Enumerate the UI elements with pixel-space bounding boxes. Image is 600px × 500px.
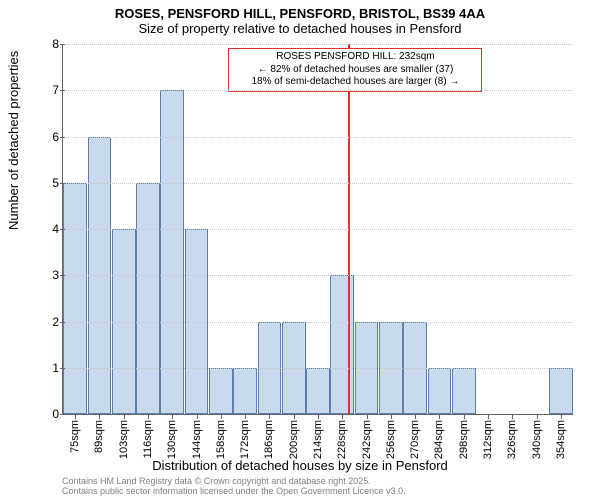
annotation-box: ROSES PENSFORD HILL: 232sqm ← 82% of det… <box>228 48 482 92</box>
x-tick-mark <box>391 414 392 419</box>
x-tick: 130sqm <box>166 420 178 459</box>
x-tick: 270sqm <box>409 420 421 459</box>
y-tick: 3 <box>39 268 59 282</box>
y-tick: 8 <box>39 37 59 51</box>
x-tick: 284sqm <box>433 420 445 459</box>
x-tick-mark <box>537 414 538 419</box>
x-tick-mark <box>512 414 513 419</box>
x-tick: 186sqm <box>263 420 275 459</box>
bar <box>549 368 573 414</box>
gridline-h <box>63 229 573 230</box>
x-tick-mark <box>75 414 76 419</box>
x-tick: 116sqm <box>142 420 154 458</box>
bar <box>428 368 452 414</box>
gridline-h <box>63 183 573 184</box>
x-tick-mark <box>148 414 149 419</box>
gridline-h <box>63 137 573 138</box>
gridline-h <box>63 322 573 323</box>
y-tick: 1 <box>39 361 59 375</box>
x-tick-mark <box>269 414 270 419</box>
x-tick-mark <box>99 414 100 419</box>
bar <box>330 275 354 414</box>
x-tick: 298sqm <box>458 420 470 459</box>
footnote-line2: Contains public sector information licen… <box>62 486 406 496</box>
x-tick-mark <box>318 414 319 419</box>
y-tick: 6 <box>39 130 59 144</box>
x-tick: 214sqm <box>312 420 324 459</box>
x-tick-mark <box>367 414 368 419</box>
x-tick: 144sqm <box>191 420 203 459</box>
y-tick: 2 <box>39 315 59 329</box>
x-tick: 256sqm <box>385 420 397 459</box>
x-tick: 340sqm <box>531 420 543 459</box>
footnote: Contains HM Land Registry data © Crown c… <box>62 476 406 497</box>
y-tick: 4 <box>39 222 59 236</box>
chart-title-main: ROSES, PENSFORD HILL, PENSFORD, BRISTOL,… <box>0 6 600 21</box>
gridline-h <box>63 44 573 45</box>
bar <box>136 183 160 414</box>
gridline-h <box>63 275 573 276</box>
annotation-line3: 18% of semi-detached houses are larger (… <box>235 76 475 89</box>
x-tick: 326sqm <box>506 420 518 459</box>
plot-area: ROSES PENSFORD HILL: 232sqm ← 82% of det… <box>62 44 573 415</box>
y-tick: 0 <box>39 407 59 421</box>
y-axis-label: Number of detached properties <box>6 51 21 230</box>
x-tick-mark <box>221 414 222 419</box>
annotation-line1: ROSES PENSFORD HILL: 232sqm <box>235 51 475 64</box>
x-tick: 75sqm <box>69 420 81 453</box>
x-tick-mark <box>124 414 125 419</box>
bar <box>63 183 87 414</box>
x-tick: 228sqm <box>336 420 348 459</box>
x-tick-mark <box>464 414 465 419</box>
x-tick: 242sqm <box>361 420 373 459</box>
x-tick-mark <box>294 414 295 419</box>
x-tick: 89sqm <box>93 420 105 453</box>
x-tick-mark <box>245 414 246 419</box>
x-tick: 172sqm <box>239 420 251 459</box>
bar <box>209 368 233 414</box>
x-tick: 103sqm <box>118 420 130 459</box>
x-tick-mark <box>415 414 416 419</box>
x-axis-label: Distribution of detached houses by size … <box>0 458 600 473</box>
y-tick: 5 <box>39 176 59 190</box>
x-tick: 312sqm <box>482 420 494 459</box>
x-tick-mark <box>172 414 173 419</box>
x-tick-mark <box>488 414 489 419</box>
x-tick: 158sqm <box>215 420 227 459</box>
gridline-h <box>63 90 573 91</box>
chart-titles: ROSES, PENSFORD HILL, PENSFORD, BRISTOL,… <box>0 0 600 36</box>
gridline-h <box>63 368 573 369</box>
x-tick-mark <box>342 414 343 419</box>
bar <box>233 368 257 414</box>
x-tick: 354sqm <box>555 420 567 459</box>
bar <box>306 368 330 414</box>
bar <box>160 90 184 414</box>
x-tick: 200sqm <box>288 420 300 459</box>
x-tick-mark <box>561 414 562 419</box>
y-tick: 7 <box>39 83 59 97</box>
histogram-chart: ROSES, PENSFORD HILL, PENSFORD, BRISTOL,… <box>0 0 600 500</box>
bar <box>452 368 476 414</box>
x-tick-mark <box>197 414 198 419</box>
footnote-line1: Contains HM Land Registry data © Crown c… <box>62 476 406 486</box>
x-tick-mark <box>439 414 440 419</box>
annotation-line2: ← 82% of detached houses are smaller (37… <box>235 64 475 77</box>
chart-title-sub: Size of property relative to detached ho… <box>0 21 600 36</box>
